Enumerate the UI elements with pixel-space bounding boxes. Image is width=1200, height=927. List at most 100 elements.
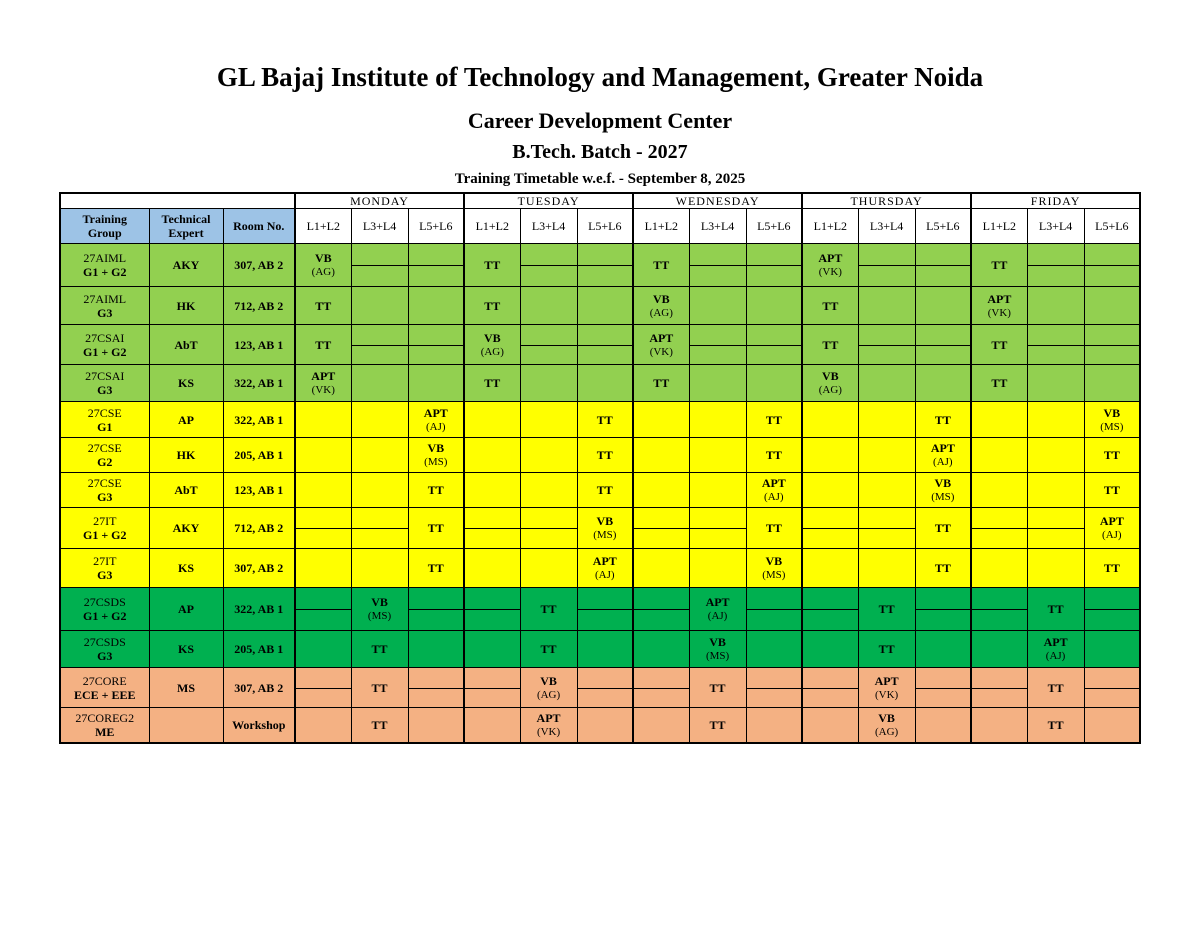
session-trainer: (AG): [480, 345, 504, 358]
session-cell: TT: [463, 286, 521, 325]
day-tuesday: TUESDAY: [463, 192, 634, 209]
session-trainer: (AG): [536, 688, 561, 701]
session-cell: [1083, 324, 1141, 365]
group-name: 27CSAI: [85, 369, 125, 383]
session-label: VB: [821, 369, 839, 383]
session-cell: [350, 324, 409, 365]
session-cell: TT: [970, 364, 1028, 402]
day-monday: MONDAY: [294, 192, 465, 209]
slot-header: L5+L6: [914, 208, 972, 244]
session-label: TT: [709, 680, 726, 695]
split-line: [520, 528, 577, 529]
session-cell: TT: [463, 243, 521, 287]
session-cell: [1026, 472, 1085, 508]
session-trainer: (MS): [424, 456, 448, 468]
session-label: TT: [822, 337, 839, 352]
session-cell: [632, 507, 690, 549]
session-label: VB: [1103, 405, 1121, 420]
room-cell: 712, AB 2: [222, 507, 296, 549]
session-cell: VB (AG): [294, 243, 352, 287]
training-group-cell: 27IT G3: [59, 548, 150, 588]
expert-cell: [148, 707, 224, 743]
room-cell: 307, AB 2: [222, 548, 296, 588]
session-cell: [294, 630, 352, 668]
slot-header: L1+L2: [632, 208, 690, 244]
session-cell: VB (MS): [1083, 401, 1141, 438]
room-cell: 322, AB 1: [222, 587, 296, 631]
group-sub: G2: [97, 455, 113, 469]
session-cell: [576, 286, 634, 325]
session-cell: TT: [407, 548, 465, 588]
day-friday: FRIDAY: [970, 192, 1141, 209]
session-cell: [745, 243, 803, 287]
session-cell: TT: [519, 587, 578, 631]
split-line: [972, 609, 1027, 610]
session-trainer: (MS): [1100, 420, 1124, 433]
session-label: TT: [878, 642, 895, 656]
session-trainer: (AJ): [595, 569, 615, 581]
group-name: 27AIML: [83, 291, 127, 306]
session-label: TT: [1047, 602, 1064, 616]
group-sub: G1 + G2: [82, 344, 127, 359]
expert-cell: HK: [148, 437, 224, 473]
table-row: 27AIML G3 HK 712, AB 2 TT TT VB (AG) TT APT (VK): [59, 286, 1141, 325]
session-cell: TT: [1026, 667, 1085, 708]
session-cell: VB (MS): [745, 548, 803, 588]
session-cell: TT: [688, 707, 747, 743]
session-cell: [463, 667, 521, 708]
session-label: TT: [934, 412, 951, 427]
session-cell: TT: [688, 667, 747, 708]
session-cell: [463, 401, 521, 438]
room-cell: 307, AB 2: [222, 243, 296, 287]
session-cell: [914, 243, 972, 287]
expert-cell: AP: [148, 401, 224, 438]
blank-header: [59, 192, 296, 209]
session-cell: [857, 401, 916, 438]
session-cell: [801, 707, 859, 743]
session-cell: [463, 472, 521, 508]
session-label: TT: [1103, 483, 1120, 497]
session-cell: [350, 364, 409, 402]
training-group-cell: 27CORE ECE + EEE: [59, 667, 150, 708]
session-cell: [914, 286, 972, 325]
session-cell: [688, 507, 747, 549]
session-cell: [294, 587, 352, 631]
session-cell: [407, 364, 465, 402]
training-group-cell: 27CSE G2: [59, 437, 150, 473]
session-cell: [407, 286, 465, 325]
session-label: VB: [652, 291, 670, 306]
session-cell: TT: [914, 548, 972, 588]
session-trainer: (VK): [874, 688, 899, 701]
session-cell: VB (AG): [463, 324, 521, 365]
session-cell: [294, 401, 352, 438]
split-line: [746, 265, 802, 266]
split-line: [1084, 609, 1140, 610]
session-cell: [519, 507, 578, 549]
split-line: [351, 344, 408, 346]
session-label: TT: [427, 483, 444, 497]
session-cell: [632, 667, 690, 708]
session-cell: [1083, 587, 1141, 631]
session-label: TT: [653, 376, 670, 390]
split-line: [1084, 344, 1140, 346]
session-cell: TT: [1083, 437, 1141, 473]
session-label: APT: [1043, 635, 1068, 649]
session-trainer: (VK): [649, 345, 673, 358]
session-trainer: (MS): [705, 650, 730, 662]
split-line: [465, 687, 520, 689]
session-cell: [745, 667, 803, 708]
group-name: 27CSE: [87, 405, 122, 420]
day-thursday: THURSDAY: [801, 192, 972, 209]
session-label: TT: [765, 412, 782, 427]
group-sub: G3: [97, 649, 113, 663]
session-cell: [519, 324, 578, 365]
split-line: [803, 609, 858, 610]
split-line: [858, 265, 915, 266]
slot-header: L5+L6: [745, 208, 803, 244]
session-cell: [688, 364, 747, 402]
split-line: [408, 687, 464, 689]
col-training-group-l2: Group: [87, 226, 122, 240]
session-cell: VB (MS): [688, 630, 747, 668]
slot-header: L1+L2: [294, 208, 352, 244]
session-cell: APT (VK): [857, 667, 916, 708]
